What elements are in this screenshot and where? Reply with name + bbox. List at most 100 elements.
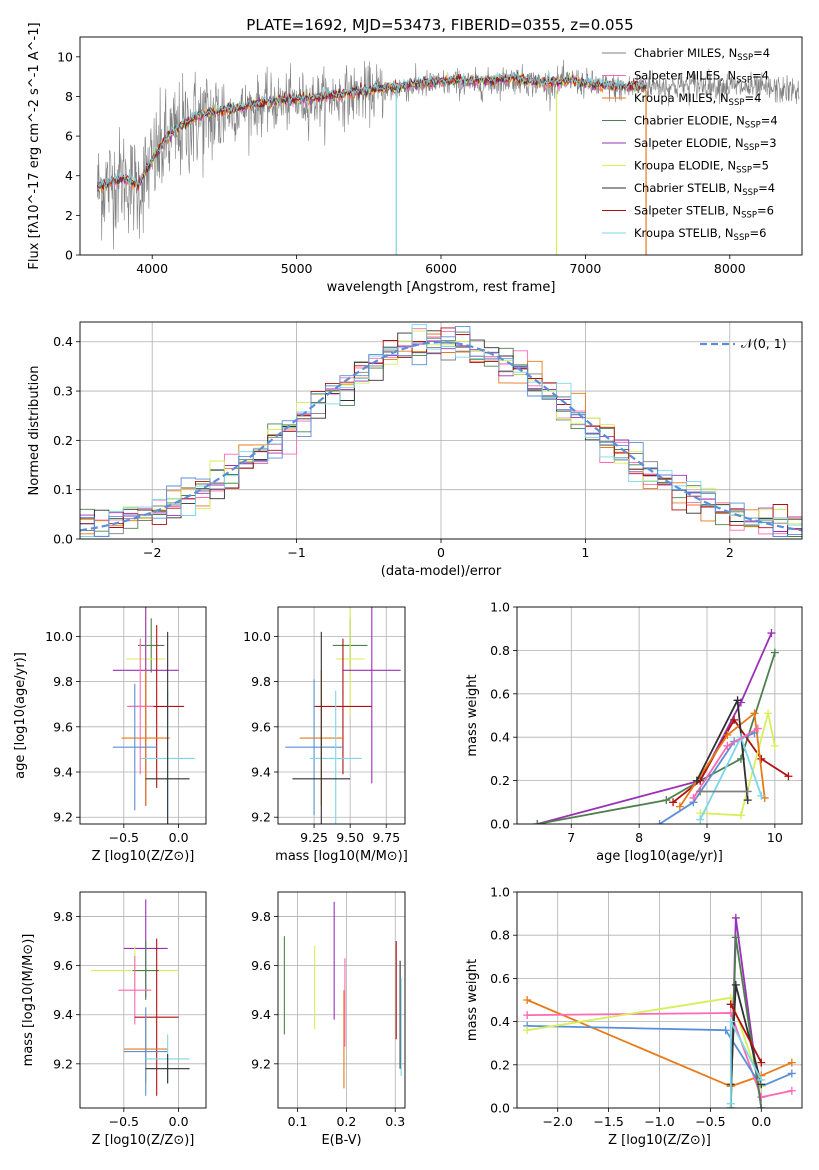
y-tick-label: 0.3 (53, 384, 73, 399)
age-vs-z-plot-area (112, 607, 196, 824)
weight-series (523, 996, 796, 1091)
weight-point-marker (787, 1086, 796, 1095)
errorbar-point (145, 631, 190, 824)
normal-reference-curve (79, 341, 803, 532)
weight-series (726, 1017, 766, 1108)
axes-frame (79, 606, 207, 825)
residuals-panel: 𝒩(0, 1) −2 −1 0 1 2 0.0 0.1 0.2 0.3 0.4 (data-model… (27, 321, 803, 579)
weight-point-marker (753, 724, 762, 733)
y-tick-label: 0.6 (490, 971, 510, 986)
y-tick-label: 9.2 (53, 1056, 73, 1071)
weight-point-marker (787, 1058, 796, 1067)
errorbar-point (292, 631, 351, 824)
weight-point-marker (784, 772, 793, 781)
x-tick-label: −0.5 (695, 1114, 725, 1129)
mass-vs-ebv-plot-area (283, 901, 402, 1089)
weight-point-marker (787, 1069, 796, 1078)
weight-series-line (700, 713, 776, 817)
errorbar-point (118, 955, 152, 1025)
errorbar-point (132, 941, 159, 1000)
weight-point-marker (767, 629, 776, 638)
errorbar-point (123, 1007, 168, 1096)
y-tick-label: 0.4 (490, 730, 510, 745)
y-tick-label: 9.8 (53, 674, 73, 689)
weight-point-marker (726, 1017, 735, 1026)
weight-point-marker (655, 820, 664, 824)
y-tick-label: 1.0 (490, 885, 510, 900)
weight-series (726, 1000, 766, 1067)
y-tick-label: 4 (65, 168, 73, 183)
x-tick-label: 1 (581, 545, 589, 560)
axes-frame (79, 321, 803, 540)
weight-point-marker (731, 933, 740, 942)
residuals-plot-area: 𝒩(0, 1) (79, 324, 803, 537)
y-tick-label: 9.4 (53, 765, 73, 780)
x-axis-label: mass [log10(M/M⊙)] (275, 849, 408, 864)
weight-series (669, 715, 793, 807)
weight-point-marker (723, 741, 732, 750)
weight-point-marker (757, 1058, 766, 1067)
y-tick-label: 0.2 (53, 433, 73, 448)
y-tick-label: 0.6 (490, 686, 510, 701)
x-tick-label: 7 (567, 830, 575, 845)
spectrum-model-line (96, 73, 647, 191)
weight-vs-age-plot-area (533, 629, 793, 824)
y-tick-label: 0 (65, 248, 73, 263)
weight-vs-age-panel: 7 8 9 10 0.0 0.2 0.4 0.6 0.8 1.0 age [log10(age/yr… (465, 600, 803, 864)
weight-point-marker (723, 731, 732, 740)
weight-point-marker (731, 913, 740, 922)
y-axis-label: mass weight (465, 959, 480, 1041)
axes-frame (277, 891, 406, 1109)
weight-point-marker (730, 715, 739, 724)
weight-vs-z-plot-area (523, 913, 796, 1108)
weight-point-marker (523, 1026, 532, 1035)
errorbar-point (138, 618, 165, 673)
weight-point-marker (523, 1011, 532, 1020)
y-tick-label: 0.2 (490, 773, 510, 788)
y-tick-label: 10.0 (45, 629, 73, 644)
weight-point-marker (764, 709, 773, 718)
weight-point-marker (533, 820, 542, 824)
legend-label: Chabrier MILES, NSSP=4 (634, 46, 770, 63)
weight-point-marker (743, 787, 752, 796)
mass-vs-z-panel: −0.5 0.0 9.2 9.4 9.6 9.8 Z [log10(Z/Z⊙)] mass [… (21, 891, 207, 1148)
weight-point-marker (696, 815, 705, 824)
y-tick-label: 9.4 (251, 765, 271, 780)
y-tick-label: 0.4 (53, 334, 73, 349)
weight-point-marker (757, 791, 766, 800)
x-axis-label: age [log10(age/yr)] (596, 849, 723, 864)
weight-series (675, 709, 769, 811)
y-tick-label: 9.2 (53, 810, 73, 825)
y-tick-label: 0.8 (490, 643, 510, 658)
x-tick-label: 0.3 (385, 1114, 405, 1129)
y-tick-label: 8 (65, 89, 73, 104)
weight-point-marker (662, 796, 671, 805)
weight-point-marker (721, 1026, 730, 1035)
x-tick-label: 8 (635, 830, 643, 845)
weight-point-marker (770, 648, 779, 657)
axes-frame (516, 891, 803, 1109)
age-vs-z-panel: −0.5 0.0 9.2 9.4 9.6 9.8 10.0 Z [log10(Z/Z⊙)] ag… (13, 606, 207, 864)
y-tick-label: 6 (65, 129, 73, 144)
errorbar-point (342, 607, 401, 784)
x-tick-label: −1.0 (644, 1114, 674, 1129)
y-tick-label: 10 (57, 49, 73, 64)
legend-label: Kroupa STELIB, NSSP=6 (634, 226, 766, 243)
y-tick-label: 0.0 (490, 817, 510, 832)
y-tick-label: 0.0 (490, 1101, 510, 1116)
x-tick-label: −2.0 (543, 1114, 573, 1129)
x-tick-label: 5000 (281, 261, 313, 276)
errorbar-point (121, 670, 170, 806)
errorbar-point (285, 679, 343, 815)
errorbar-point (134, 938, 179, 1096)
weight-series-line (730, 1003, 763, 1064)
errorbar-point (335, 607, 365, 716)
x-tick-label: 9.25 (300, 830, 328, 845)
weight-series-line (527, 996, 763, 1087)
spectrum-data-line (97, 59, 800, 250)
axes-frame (277, 606, 406, 825)
x-axis-label: Z [log10(Z/Z⊙)] (92, 849, 195, 864)
weight-point-marker (736, 811, 745, 820)
x-tick-label: 0.0 (169, 830, 189, 845)
